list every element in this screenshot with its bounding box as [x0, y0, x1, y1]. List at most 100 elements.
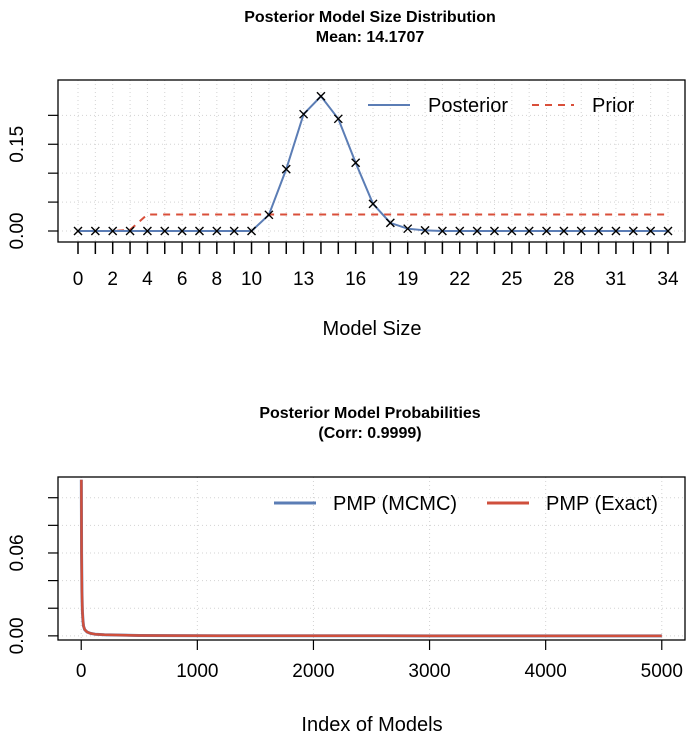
posterior-marker-stroke — [559, 226, 569, 236]
posterior-marker-stroke — [125, 226, 135, 236]
posterior-marker-stroke — [385, 218, 395, 228]
posterior-marker-stroke — [90, 226, 100, 236]
model-size-chart: Posterior Model Size Distribution Mean: … — [7, 9, 686, 340]
posterior-point — [576, 226, 586, 236]
legend-label-posterior: Posterior — [428, 95, 508, 117]
posterior-marker-stroke — [333, 114, 343, 124]
chart1-y-axis: 0.00 0.15 — [7, 114, 58, 250]
posterior-marker-stroke — [108, 226, 118, 236]
chart1-x-tick-label: 10 — [241, 269, 262, 290]
posterior-point — [316, 91, 326, 101]
chart1-x-tick-label: 22 — [449, 269, 470, 290]
posterior-point — [229, 226, 239, 236]
posterior-point — [646, 226, 656, 236]
chart2-series — [79, 479, 662, 638]
posterior-marker-stroke — [420, 225, 430, 235]
chart2-x-tick-label: 0 — [76, 661, 87, 682]
model-probabilities-chart: Posterior Model Probabilities (Corr: 0.9… — [7, 405, 686, 736]
chart2-x-axis: 0 1000 2000 3000 4000 5000 — [76, 640, 683, 682]
chart2-legend: PMP (MCMC) PMP (Exact) — [274, 493, 658, 515]
posterior-marker-stroke — [507, 226, 517, 236]
chart2-x-tick-label: 2000 — [292, 661, 334, 682]
chart1-legend: Posterior Prior — [368, 95, 635, 117]
posterior-point — [628, 226, 638, 236]
posterior-point — [368, 199, 378, 209]
posterior-marker-stroke — [351, 158, 361, 168]
posterior-point — [403, 224, 413, 234]
posterior-marker-stroke — [437, 226, 447, 236]
posterior-point — [437, 226, 447, 236]
chart2-x-tick-label: 3000 — [408, 661, 450, 682]
chart1-x-tick-label: 6 — [177, 269, 188, 290]
posterior-point — [385, 218, 395, 228]
posterior-marker-stroke — [247, 226, 257, 236]
posterior-point — [542, 226, 552, 236]
chart2-xlabel: Index of Models — [301, 714, 442, 736]
posterior-point — [559, 226, 569, 236]
pmp-exact-line — [80, 479, 662, 638]
chart2-y-tick-label: 0.06 — [7, 534, 28, 571]
posterior-point — [611, 226, 621, 236]
chart1-x-tick-label: 16 — [345, 269, 366, 290]
chart1-subtitle: Mean: 14.1707 — [316, 29, 425, 46]
chart2-x-tick-label: 5000 — [641, 661, 683, 682]
posterior-point — [125, 226, 135, 236]
posterior-marker-stroke — [177, 226, 187, 236]
posterior-marker-stroke — [264, 210, 274, 220]
chart1-series — [73, 91, 673, 236]
chart1-x-axis: 0 2 4 6 8 10 13 16 19 22 25 28 31 34 — [73, 242, 679, 290]
chart2-x-tick-label: 1000 — [176, 661, 218, 682]
posterior-marker-stroke — [142, 226, 152, 236]
posterior-marker-stroke — [594, 226, 604, 236]
chart1-x-tick-label: 28 — [553, 269, 574, 290]
posterior-marker-stroke — [368, 199, 378, 209]
posterior-point — [594, 226, 604, 236]
chart2-y-axis: 0.00 0.06 — [7, 497, 58, 654]
chart1-title: Posterior Model Size Distribution — [244, 9, 496, 26]
posterior-marker-stroke — [628, 226, 638, 236]
posterior-point — [108, 226, 118, 236]
posterior-marker-stroke — [73, 226, 83, 236]
posterior-marker-stroke — [524, 226, 534, 236]
chart2-subtitle: (Corr: 0.9999) — [318, 425, 421, 442]
chart1-x-tick-label: 19 — [397, 269, 418, 290]
posterior-point — [663, 226, 673, 236]
chart2-title: Posterior Model Probabilities — [259, 405, 480, 422]
posterior-point — [489, 226, 499, 236]
posterior-point — [351, 158, 361, 168]
chart2-x-tick-label: 4000 — [525, 661, 567, 682]
prior-line — [78, 213, 668, 232]
chart1-y-tick-label: 0.00 — [7, 213, 28, 250]
posterior-marker-stroke — [281, 164, 291, 174]
posterior-marker-stroke — [403, 224, 413, 234]
posterior-point — [281, 164, 291, 174]
posterior-point — [420, 225, 430, 235]
chart1-x-tick-label: 13 — [293, 269, 314, 290]
posterior-marker-stroke — [212, 226, 222, 236]
posterior-point — [333, 114, 343, 124]
chart2-plot-frame — [57, 476, 686, 641]
chart1-plot-frame — [57, 79, 686, 243]
posterior-marker-stroke — [316, 91, 326, 101]
posterior-marker-stroke — [472, 226, 482, 236]
chart1-x-tick-label: 31 — [605, 269, 626, 290]
chart1-x-tick-label: 2 — [107, 269, 118, 290]
chart1-xlabel: Model Size — [323, 318, 422, 340]
posterior-point — [212, 226, 222, 236]
posterior-point — [455, 226, 465, 236]
posterior-marker-stroke — [663, 226, 673, 236]
chart1-x-tick-label: 25 — [501, 269, 522, 290]
posterior-point — [299, 109, 309, 119]
posterior-marker-stroke — [576, 226, 586, 236]
posterior-point — [524, 226, 534, 236]
posterior-marker-stroke — [611, 226, 621, 236]
posterior-marker-stroke — [489, 226, 499, 236]
chart2-y-tick-label: 0.00 — [7, 617, 28, 654]
posterior-point — [472, 226, 482, 236]
posterior-point — [177, 226, 187, 236]
posterior-point — [247, 226, 257, 236]
chart1-x-tick-label: 8 — [212, 269, 223, 290]
posterior-marker-stroke — [646, 226, 656, 236]
posterior-point — [507, 226, 517, 236]
chart1-y-tick-label: 0.15 — [7, 126, 28, 163]
